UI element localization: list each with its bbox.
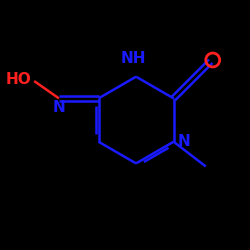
Text: NH: NH [121,50,146,66]
Text: N: N [52,100,65,114]
Text: HO: HO [6,72,32,87]
Text: N: N [177,134,190,149]
